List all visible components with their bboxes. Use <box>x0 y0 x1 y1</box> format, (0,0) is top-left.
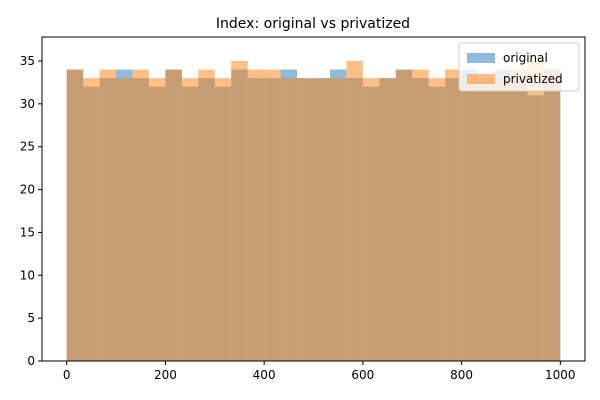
legend-swatch-privatized <box>467 74 495 84</box>
bar-privatized-20 <box>395 69 413 362</box>
bar-privatized-24 <box>461 78 479 362</box>
y-tick-label: 30 <box>20 97 35 111</box>
bar-privatized-21 <box>412 69 429 362</box>
bar-privatized-1 <box>83 78 100 362</box>
y-tick-label: 35 <box>20 54 35 68</box>
bar-privatized-12 <box>264 69 281 362</box>
bar-privatized-9 <box>214 78 232 362</box>
plot-frame <box>41 36 586 362</box>
bars-group <box>66 61 561 362</box>
bar-privatized-0 <box>66 69 84 362</box>
legend: original privatized <box>458 42 580 92</box>
bar-privatized-8 <box>198 69 215 362</box>
y-tick-label: 20 <box>20 183 35 197</box>
bar-privatized-3 <box>116 78 133 362</box>
bar-privatized-25 <box>478 78 495 362</box>
bar-privatized-17 <box>346 61 363 361</box>
legend-swatch-original <box>467 53 495 63</box>
bar-privatized-22 <box>428 78 446 362</box>
y-tick-label: 0 <box>27 354 35 368</box>
bar-privatized-11 <box>247 69 265 362</box>
bar-privatized-5 <box>148 78 166 362</box>
bar-privatized-29 <box>543 69 561 362</box>
x-tick-label: 400 <box>253 368 276 382</box>
bar-privatized-15 <box>313 78 330 362</box>
bar-privatized-19 <box>379 78 396 362</box>
bar-privatized-10 <box>231 61 248 361</box>
y-tick-label: 15 <box>20 225 35 239</box>
bar-privatized-6 <box>165 69 182 362</box>
y-tick-label: 5 <box>27 311 35 325</box>
bar-privatized-14 <box>297 78 314 362</box>
bar-privatized-28 <box>527 61 544 361</box>
chart-title: Index: original vs privatized <box>216 16 410 32</box>
x-axis-ticks: 0 200 400 600 800 1000 <box>63 361 576 382</box>
x-tick-label: 0 <box>63 368 71 382</box>
bar-privatized-18 <box>362 78 380 362</box>
bar-privatized-7 <box>181 78 199 362</box>
x-tick-label: 600 <box>351 368 374 382</box>
bar-privatized-23 <box>445 69 462 362</box>
legend-label-privatized: privatized <box>503 72 563 86</box>
bar-privatized-2 <box>99 69 117 362</box>
bar-privatized-4 <box>132 69 149 362</box>
bar-privatized-27 <box>510 69 528 362</box>
bar-privatized-26 <box>494 78 511 362</box>
y-tick-label: 10 <box>20 268 35 282</box>
y-tick-label: 25 <box>20 140 35 154</box>
legend-label-original: original <box>503 51 548 65</box>
y-axis-ticks: 0 5 10 15 20 25 30 35 <box>20 54 42 368</box>
x-tick-label: 1000 <box>545 368 576 382</box>
bar-privatized-16 <box>329 78 347 362</box>
bar-privatized-13 <box>280 78 298 362</box>
x-tick-label: 200 <box>154 368 177 382</box>
x-tick-label: 800 <box>450 368 473 382</box>
